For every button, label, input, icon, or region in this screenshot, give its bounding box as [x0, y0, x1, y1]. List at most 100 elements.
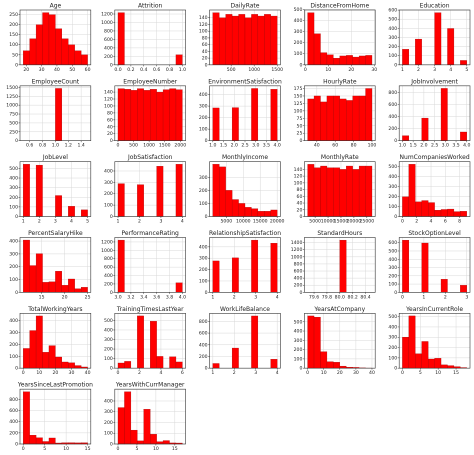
- y-tick-label: 400: [294, 329, 303, 335]
- bar: [238, 203, 246, 217]
- y-tick-label: 100: [388, 355, 397, 361]
- x-tick-label: 30: [39, 67, 45, 73]
- subplot: 0 100 200 300 400 500 1 2 3 4 5 JobLevel: [9, 154, 92, 225]
- y-tick-label: 40: [107, 124, 113, 130]
- y-tick-label: 100: [388, 282, 397, 288]
- bar: [156, 356, 164, 369]
- x-tick-label: 20: [62, 294, 68, 300]
- y-tick-label: 300: [199, 175, 208, 181]
- x-tick-label: 20000: [347, 219, 362, 225]
- y-tick-label: 1000: [291, 254, 303, 260]
- x-tick-label: 2: [444, 294, 447, 300]
- x-tick-label: 20: [23, 67, 29, 73]
- subplot: 0 100 200 300 400 0 10 20 30 40 TotalWorkingYears: [9, 306, 92, 376]
- bar: [333, 362, 340, 369]
- chart-title: Age: [50, 3, 62, 10]
- bar: [415, 353, 422, 369]
- y-tick-label: 400: [388, 324, 397, 330]
- y-tick-label: 50: [12, 52, 18, 58]
- bar: [80, 209, 88, 217]
- chart-title: PercentSalaryHike: [28, 230, 83, 237]
- y-tick-label: 250: [9, 12, 18, 18]
- subplot: 0 100 200 300 400 500 600 0 1 2 3 StockOptionLevel: [388, 230, 471, 300]
- y-tick-label: 175: [294, 86, 303, 92]
- y-tick-label: 0: [110, 442, 113, 448]
- y-tick-label: 400: [104, 45, 113, 51]
- y-tick-label: 400: [104, 168, 113, 174]
- x-tick-label: 25: [85, 294, 91, 300]
- y-tick-label: 600: [199, 331, 208, 337]
- y-tick-label: 140: [104, 90, 113, 96]
- bar: [162, 440, 170, 445]
- plot-frame: [19, 85, 92, 141]
- x-tick-label: 1: [211, 370, 214, 376]
- subplot: 0 100 200 300 400 15 20 25 PercentSalaryHike: [9, 230, 92, 300]
- chart-title: TotalWorkingYears: [27, 306, 82, 313]
- x-tick-label: 0.8: [39, 143, 46, 149]
- subplot: 0 100 200 300 400 1 2 3 4 RelationshipSatisfactio…: [199, 230, 281, 300]
- x-tick-label: 25000: [360, 219, 375, 225]
- chart-title: Education: [420, 3, 450, 10]
- bar: [23, 239, 30, 293]
- bar: [415, 201, 422, 217]
- bar: [55, 356, 62, 369]
- y-tick-label: 600: [294, 269, 303, 275]
- y-tick-label: 200: [199, 354, 208, 360]
- y-tick-label: 300: [388, 35, 397, 41]
- bar: [339, 98, 347, 141]
- bar: [231, 15, 239, 65]
- bar: [137, 88, 144, 141]
- y-tick-label: 125: [294, 101, 303, 107]
- y-tick-label: 50: [297, 123, 303, 129]
- y-tick-label: 200: [104, 281, 113, 287]
- y-tick-label: 300: [388, 184, 397, 190]
- bar: [231, 257, 239, 293]
- x-tick-label: 4.0: [274, 143, 281, 149]
- x-tick-label: 5: [465, 67, 468, 73]
- bar: [313, 167, 321, 217]
- x-tick-label: 15000: [253, 219, 268, 225]
- y-tick-label: 300: [294, 338, 303, 344]
- bar: [307, 164, 315, 217]
- x-tick-label: 3.0: [114, 294, 121, 300]
- y-tick-label: 100: [9, 277, 18, 283]
- x-tick-label: 10: [153, 446, 159, 452]
- bar: [143, 409, 151, 445]
- y-tick-label: 300: [9, 330, 18, 336]
- chart-title: TrainingTimesLastYear: [116, 306, 184, 313]
- x-tick-label: 15: [453, 370, 459, 376]
- x-tick-label: 1: [22, 219, 25, 225]
- bar: [130, 429, 138, 445]
- y-tick-label: 300: [199, 104, 208, 110]
- bar: [402, 336, 410, 369]
- x-tick-label: 3.6: [153, 294, 160, 300]
- bar: [460, 131, 467, 141]
- bar: [270, 89, 278, 141]
- y-tick-label: 100: [104, 103, 113, 109]
- subplot: 0 250 500 750 1000 1250 1500 0.6 0.8 1.0 1.2 1.4 Emp…: [6, 78, 92, 149]
- x-tick-label: 10: [325, 67, 331, 73]
- bar: [453, 211, 461, 217]
- plot-frame: [398, 161, 471, 217]
- y-tick-label: 80: [297, 187, 303, 193]
- y-tick-label: 300: [104, 180, 113, 186]
- chart-title: PerformanceRating: [122, 230, 180, 237]
- x-tick-label: 4: [276, 370, 279, 376]
- y-tick-label: 1200: [101, 12, 113, 18]
- subplot: 0 100 200 300 400 500 0 2 4 6 8 NumCompaniesWorked: [388, 154, 471, 225]
- x-tick-label: 0.6: [26, 143, 33, 149]
- bar: [42, 282, 50, 293]
- x-tick-label: 0.4: [140, 67, 147, 73]
- bar: [257, 15, 265, 65]
- x-tick-label: 2.0: [420, 143, 427, 149]
- y-tick-label: 300: [9, 185, 18, 191]
- y-tick-label: 0: [205, 62, 208, 68]
- y-tick-label: 100: [104, 356, 113, 362]
- subplot: 0 100 200 300 400 0 5 10 15 YearsWithCurrManager: [104, 382, 186, 452]
- bar: [74, 288, 82, 293]
- x-tick-label: 3.0: [442, 143, 449, 149]
- y-tick-label: 200: [199, 188, 208, 194]
- x-tick-label: 1: [117, 219, 120, 225]
- bar: [117, 239, 125, 293]
- x-tick-label: 500: [227, 67, 236, 73]
